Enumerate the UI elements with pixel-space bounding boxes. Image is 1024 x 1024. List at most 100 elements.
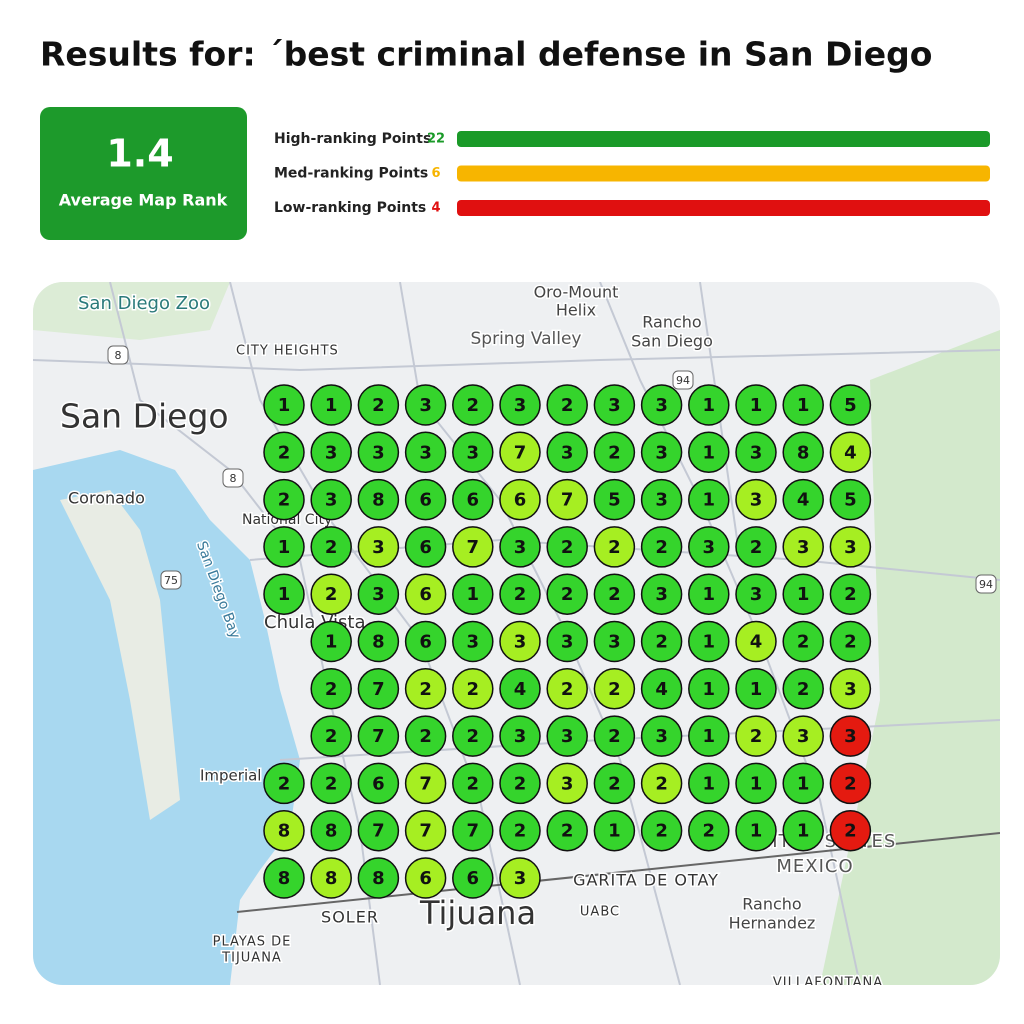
rank-value: 7 xyxy=(372,679,385,700)
rank-value: 6 xyxy=(419,868,432,889)
rank-value: 4 xyxy=(750,632,763,653)
rank-value: 3 xyxy=(655,442,668,463)
rank-pin xyxy=(452,384,494,426)
rank-value: 5 xyxy=(844,395,857,416)
rank-value: 1 xyxy=(278,395,291,416)
rank-pin xyxy=(310,478,352,521)
rank-pin xyxy=(735,526,777,568)
rank-pin xyxy=(404,809,447,852)
rank-value: 3 xyxy=(844,726,857,747)
stat-bar xyxy=(457,165,990,182)
rank-pin xyxy=(688,431,730,474)
rank-pin xyxy=(499,478,541,521)
rank-value: 6 xyxy=(419,490,432,511)
rank-pin xyxy=(688,668,730,710)
rank-value: 2 xyxy=(467,395,480,416)
rank-pin xyxy=(357,620,400,663)
rank-value: 3 xyxy=(514,537,527,558)
rank-value: 3 xyxy=(372,584,385,605)
map-label: GARITA DE OTAY xyxy=(573,871,719,890)
rank-pin xyxy=(263,762,305,805)
rank-pin xyxy=(593,478,636,521)
rank-pin xyxy=(735,762,777,805)
rank-pin xyxy=(593,573,636,615)
rank-value: 3 xyxy=(655,584,668,605)
route-number: 75 xyxy=(164,574,178,587)
rank-pin xyxy=(593,526,636,568)
rank-pin xyxy=(310,431,352,474)
route-number: 94 xyxy=(676,374,690,387)
rank-value: 8 xyxy=(325,821,338,842)
rank-pin xyxy=(452,573,494,615)
route-shield xyxy=(975,574,997,594)
rank-pin xyxy=(593,668,636,710)
map-label: Hernandez xyxy=(729,914,816,933)
rank-pin xyxy=(310,620,352,663)
rank-pin xyxy=(640,668,683,710)
stat-label: Med-ranking Points xyxy=(274,166,428,182)
rank-pin xyxy=(829,715,872,757)
rank-value: 3 xyxy=(325,490,338,511)
rank-value: 7 xyxy=(372,726,385,747)
rank-pin xyxy=(688,762,730,805)
rank-pin xyxy=(499,857,541,899)
rank-pin xyxy=(263,809,305,852)
rank-pin xyxy=(688,715,730,757)
rank-pin xyxy=(357,668,400,710)
rank-pin xyxy=(452,857,494,899)
rank-value: 5 xyxy=(844,490,857,511)
rank-pin xyxy=(404,762,447,805)
rank-pin xyxy=(499,762,541,805)
stat-label: High-ranking Points xyxy=(274,131,431,147)
rank-pin xyxy=(640,478,683,521)
rank-pin xyxy=(546,620,588,663)
rank-value: 5 xyxy=(608,490,621,511)
rank-pin xyxy=(404,573,447,615)
rank-pin xyxy=(640,384,683,426)
rank-value: 2 xyxy=(561,679,574,700)
rank-pin xyxy=(593,431,636,474)
rank-value: 1 xyxy=(797,821,810,842)
rank-pin xyxy=(310,857,352,899)
rank-pin xyxy=(452,809,494,852)
rank-value: 2 xyxy=(844,632,857,653)
rank-value: 3 xyxy=(750,490,763,511)
rank-pin xyxy=(404,715,447,757)
rank-value: 1 xyxy=(750,679,763,700)
rank-value: 2 xyxy=(514,773,527,794)
map-label: Imperial xyxy=(200,767,261,785)
rank-value: 2 xyxy=(608,773,621,794)
rank-pin xyxy=(546,668,588,710)
rank-pin xyxy=(735,384,777,426)
rank-pin xyxy=(829,573,872,615)
rank-value: 7 xyxy=(467,821,480,842)
rank-value: 1 xyxy=(750,395,763,416)
map-label: San Diego Zoo xyxy=(78,293,210,314)
rank-value: 1 xyxy=(325,632,338,653)
rank-value: 3 xyxy=(419,442,432,463)
rank-pin xyxy=(546,384,588,426)
rank-pin xyxy=(310,526,352,568)
rank-pin xyxy=(688,384,730,426)
rank-value: 3 xyxy=(514,868,527,889)
rank-pin xyxy=(357,478,400,521)
rank-value: 2 xyxy=(561,821,574,842)
rank-value: 3 xyxy=(750,442,763,463)
rank-pin xyxy=(829,431,872,474)
rank-value: 2 xyxy=(467,726,480,747)
map-label: Spring Valley xyxy=(471,329,582,349)
rank-value: 3 xyxy=(561,442,574,463)
map-label: Tijuana xyxy=(419,894,536,932)
rank-pin xyxy=(357,573,400,615)
rank-value: 3 xyxy=(561,773,574,794)
rank-value: 1 xyxy=(703,395,716,416)
rank-value: 2 xyxy=(608,726,621,747)
rank-value: 3 xyxy=(703,537,716,558)
map-park xyxy=(33,282,230,340)
rank-pin xyxy=(688,573,730,615)
rank-pin xyxy=(782,478,824,521)
map-label: CITY HEIGHTS xyxy=(236,344,339,359)
rank-value: 2 xyxy=(325,679,338,700)
rank-pin xyxy=(829,809,872,852)
